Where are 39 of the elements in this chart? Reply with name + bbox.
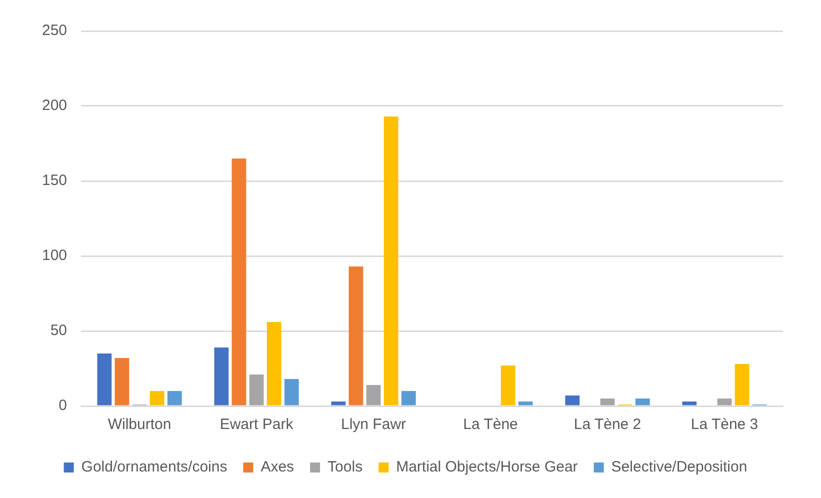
legend-label: Martial Objects/Horse Gear (396, 458, 578, 476)
bar (600, 398, 615, 406)
legend-label: Axes (260, 458, 294, 476)
legend-label: Tools (328, 458, 363, 476)
bar (401, 391, 416, 406)
bar (331, 402, 346, 406)
x-tick-label: Ewart Park (220, 416, 294, 434)
bar (366, 385, 381, 406)
y-tick-label: 150 (42, 172, 68, 190)
x-tick-label: La Tène (463, 416, 518, 434)
legend-label: Gold/ornaments/coins (81, 458, 228, 476)
bar (167, 391, 182, 406)
bar (734, 364, 750, 406)
x-tick-label: Llyn Fawr (341, 416, 406, 434)
bar (717, 398, 732, 406)
bar (214, 348, 229, 406)
y-tick-label: 100 (42, 247, 68, 264)
bar (249, 374, 264, 406)
bar (500, 366, 516, 406)
y-tick-label: 250 (42, 22, 68, 40)
bar (97, 354, 112, 406)
bar (114, 358, 130, 406)
bar (635, 398, 650, 406)
bar (348, 266, 364, 406)
bar (682, 402, 697, 406)
bar (232, 158, 246, 406)
x-tick-label: La Tène 2 (574, 416, 642, 434)
bar (565, 396, 580, 406)
x-tick-label: La Tène 3 (690, 416, 758, 434)
y-tick-label: 0 (58, 397, 68, 414)
y-tick-label: 50 (50, 322, 68, 340)
bar (284, 379, 299, 406)
x-tick-label: Wilburton (108, 416, 172, 434)
legend-label: Selective/Deposition (611, 458, 748, 476)
bar (384, 116, 398, 406)
bar (150, 391, 164, 406)
bar (266, 322, 282, 406)
y-tick-label: 200 (42, 97, 68, 114)
bar (518, 402, 533, 406)
